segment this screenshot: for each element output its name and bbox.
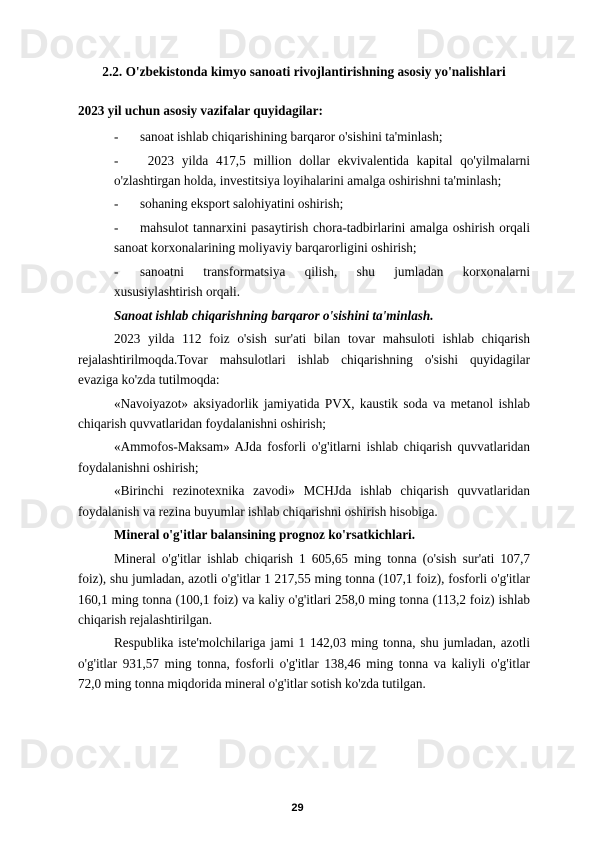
paragraph: «Birinchi rezinotexnika zavodi» MCHJda i… [78,481,530,522]
paragraph: «Ammofos-Maksam» AJda fosforli o'g'itlar… [78,437,530,478]
watermark-text: Docx.uz [19,730,180,778]
paragraph: Respublika iste'molchilariga jami 1 142,… [78,633,530,694]
heading-main-tasks: 2023 yil uchun asosiy vazifalar quyidagi… [78,101,530,121]
paragraph: Mineral o'g'itlar ishlab chiqarish 1 605… [78,549,530,631]
dash-marker: - [114,127,140,147]
document-content: 2.2. O'zbekistonda kimyo sanoati rivojla… [0,0,595,728]
heading-mineral-fertilizers: Mineral o'g'itlar balansining prognoz ko… [78,525,530,545]
bullet-text: mahsulot tannarxini pasaytirish chora-ta… [114,220,530,255]
paragraph: «Navoiyazot» aksiyadorlik jamiyatida PVX… [78,394,530,435]
bullet-item: -sanoatni transformatsiya qilish, shu ju… [78,262,530,303]
paragraph: 2023 yilda 112 foiz o'sish sur'ati bilan… [78,329,530,390]
dash-marker: - [114,218,140,238]
dash-marker: - [114,262,140,282]
watermark-text: Docx.uz [217,730,378,778]
section-title: 2.2. O'zbekistonda kimyo sanoati rivojla… [78,62,530,83]
dash-marker: - [114,194,140,214]
dash-marker: - [114,151,140,171]
watermark-text: Docx.uz [415,730,576,778]
heading-sustainable-growth: Sanoat ishlab chiqarishning barqaror o's… [78,306,530,326]
bullet-item: -mahsulot tannarxini pasaytirish chora-t… [78,218,530,259]
bullet-text: sohaning eksport salohiyatini oshirish; [140,196,343,211]
bullet-text: sanoat ishlab chiqarishining barqaror o'… [140,129,443,144]
bullet-text: sanoatni transformatsiya qilish, shu jum… [114,264,530,299]
bullet-item: -sohaning eksport salohiyatini oshirish; [78,194,530,214]
page-number: 29 [0,802,595,814]
watermark-row: Docx.uz Docx.uz Docx.uz [0,730,595,778]
bullet-item: -sanoat ishlab chiqarishining barqaror o… [78,127,530,147]
bullet-item: - 2023 yilda 417,5 million dollar ekviva… [78,151,530,192]
bullet-text: 2023 yilda 417,5 million dollar ekvivale… [114,153,530,188]
